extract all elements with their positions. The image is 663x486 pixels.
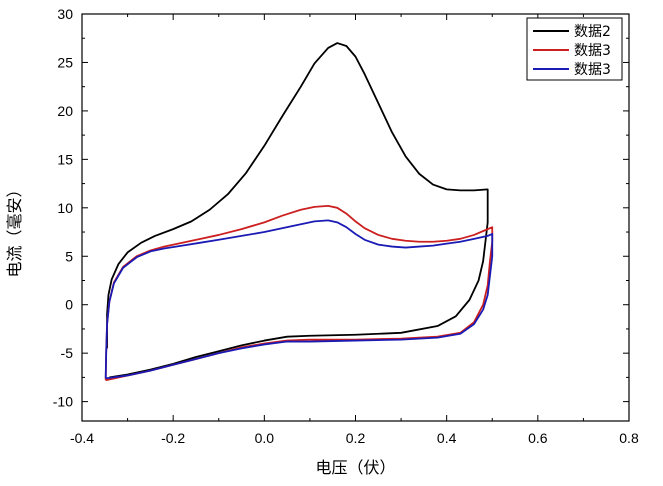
legend-label-1: 数据2 [574, 24, 611, 40]
y-tick-label: 25 [57, 54, 73, 70]
y-tick-label: -5 [61, 345, 74, 361]
y-tick-label: 5 [65, 248, 73, 264]
y-tick-label: 15 [57, 151, 73, 167]
series-line-1 [106, 42, 489, 379]
x-tick-label: 0.2 [346, 430, 366, 446]
legend-label-3: 数据3 [574, 62, 611, 78]
x-tick-label: 0.0 [255, 430, 275, 446]
axes: -0.4 -0.2 0.0 0.2 0.4 0.6 0.8 -10 -5 0 5 10 15 20 25 30 [53, 6, 639, 446]
y-tick-label: 30 [57, 6, 73, 22]
legend-label-2: 数据3 [574, 43, 611, 59]
y-tick-label: 20 [57, 103, 73, 119]
y-tick-label: 0 [65, 297, 73, 313]
x-tick-label: -0.4 [70, 430, 94, 446]
legend: 数据2 数据3 数据3 [526, 17, 623, 81]
series-layer [104, 42, 494, 382]
x-tick-label: -0.2 [161, 430, 185, 446]
y-axis-title: 电流（毫安） [5, 181, 24, 277]
x-tick-label: 0.6 [528, 430, 548, 446]
series-line-3 [104, 219, 494, 380]
x-tick-label: 0.4 [437, 430, 457, 446]
y-tick-label: -10 [53, 394, 73, 410]
x-axis-title: 电压（伏） [315, 458, 395, 477]
x-tick-label: 0.8 [619, 430, 639, 446]
y-tick-label: 10 [57, 200, 73, 216]
series-line-2 [104, 204, 494, 382]
